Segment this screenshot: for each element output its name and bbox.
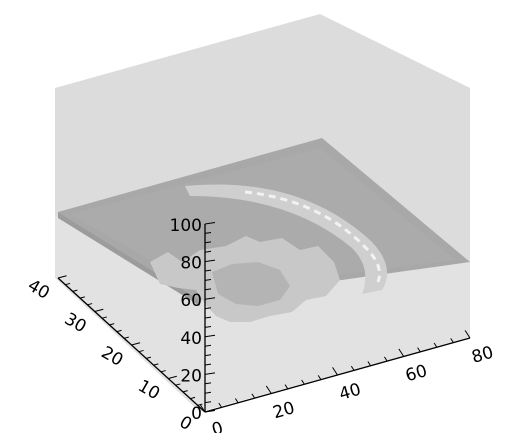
z-tick-label: 100: [170, 216, 202, 236]
x-tick-label: 0: [210, 418, 226, 433]
x-minor-tick: [350, 365, 355, 371]
x-minor-tick: [301, 379, 305, 385]
z-minor-tick: [204, 279, 212, 281]
x-minor-tick: [367, 361, 372, 367]
z-minor-tick: [204, 344, 212, 347]
y-minor-tick: [138, 349, 144, 353]
y-minor-tick: [79, 296, 85, 299]
x-major-tick: [464, 330, 471, 339]
surface-arc-band: [185, 184, 388, 294]
z-major-tick: [204, 372, 216, 375]
y-minor-tick: [72, 289, 78, 292]
x-major-tick: [398, 348, 405, 357]
y-minor-tick: [87, 303, 93, 306]
y-minor-tick: [116, 329, 122, 333]
z-major-tick: [204, 334, 216, 338]
z-minor-tick: [204, 269, 212, 272]
z-major-tick: [204, 259, 216, 263]
z-minor-tick: [204, 241, 212, 244]
x-major-tick: [265, 385, 272, 394]
z-minor-tick: [204, 382, 212, 385]
x-tick-label: 20: [271, 398, 297, 423]
x-minor-tick: [317, 375, 322, 380]
x-minor-tick: [284, 384, 289, 390]
x-minor-tick: [218, 402, 222, 408]
z-tick-label: 0: [191, 404, 202, 424]
z-minor-tick: [204, 288, 212, 291]
x-minor-tick: [251, 393, 256, 399]
x-major-tick: [199, 404, 206, 413]
y-minor-tick: [175, 383, 181, 386]
y-tick-label: 40: [24, 276, 53, 304]
z-tick-label: 40: [180, 329, 202, 349]
z-minor-tick: [204, 316, 212, 319]
z-major-tick: [204, 222, 216, 225]
z-minor-tick: [204, 307, 212, 310]
y-tick-label: 20: [98, 343, 127, 371]
y-minor-tick: [65, 282, 71, 286]
z-minor-tick: [204, 363, 212, 366]
y-minor-tick: [101, 316, 107, 319]
x-tick-label: 80: [469, 343, 495, 368]
x-minor-tick: [384, 356, 388, 362]
y-minor-tick: [190, 396, 196, 400]
x-tick-label: 40: [337, 380, 363, 405]
y-minor-tick: [160, 370, 166, 373]
y-major-tick: [57, 275, 67, 279]
y-tick-label: 30: [61, 309, 90, 337]
surface-dark-spot: [212, 262, 290, 306]
x-minor-tick: [450, 338, 454, 343]
y-minor-tick: [109, 323, 115, 326]
z-tick-label: 20: [180, 366, 202, 386]
z-tick-label: 80: [180, 254, 202, 274]
x-minor-tick: [234, 398, 239, 404]
y-minor-tick: [182, 390, 188, 393]
x-major-tick: [332, 367, 338, 376]
z-minor-tick: [204, 250, 212, 253]
z-tick-label: 60: [180, 291, 202, 311]
x-minor-tick: [433, 342, 438, 348]
surface-arc-highlight: [244, 190, 381, 283]
z-minor-tick: [204, 326, 212, 328]
z-minor-tick: [204, 401, 212, 404]
y-minor-tick: [146, 356, 152, 359]
y-minor-tick: [197, 403, 203, 406]
y-major-tick: [94, 308, 104, 312]
z-minor-tick: [204, 391, 212, 394]
z-minor-tick: [204, 354, 212, 357]
x-minor-tick: [417, 347, 421, 353]
z-major-tick: [204, 410, 216, 413]
y-major-tick: [131, 342, 141, 346]
z-major-tick: [204, 297, 216, 300]
y-tick-label: 10: [134, 376, 163, 404]
y-major-tick: [168, 375, 177, 379]
y-minor-tick: [124, 336, 130, 339]
x-tick-label: 60: [403, 361, 429, 386]
z-minor-tick: [204, 232, 212, 234]
y-minor-tick: [153, 363, 159, 366]
